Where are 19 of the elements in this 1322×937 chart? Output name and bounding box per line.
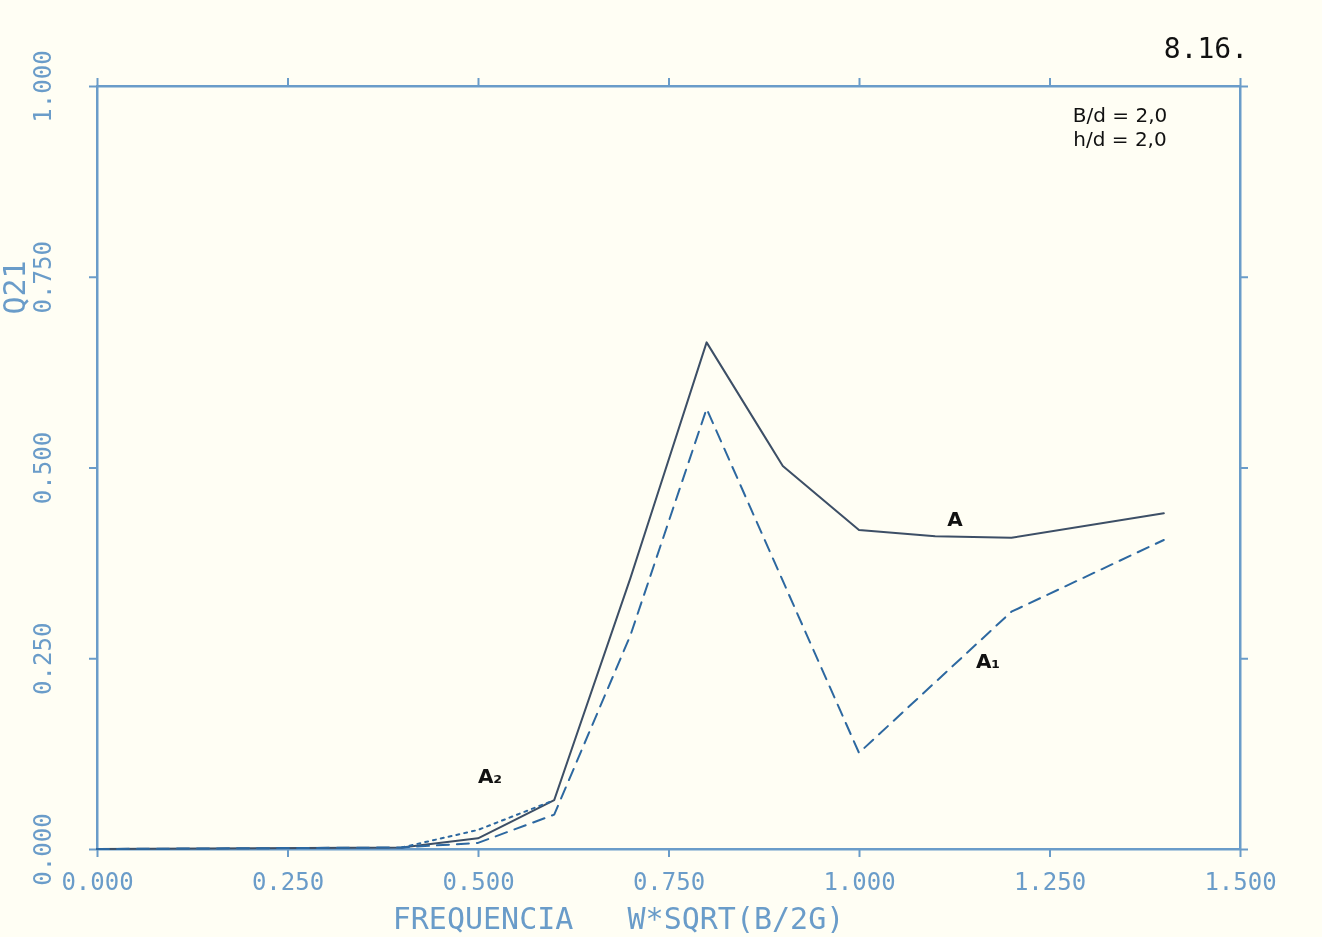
y-axis-title: Q21 bbox=[0, 260, 32, 315]
x-tick-label: 0.750 bbox=[632, 868, 706, 897]
x-tick-label: 0.000 bbox=[61, 868, 134, 897]
y-tick-label: 1.000 bbox=[29, 50, 57, 123]
x-tick-label: 1.250 bbox=[1013, 868, 1087, 897]
y-tick-label: 0.750 bbox=[29, 241, 57, 314]
annotation: B/d = 2,0 bbox=[1072, 103, 1168, 127]
annotation: h/d = 2,0 bbox=[1073, 127, 1167, 151]
x-tick-label: 0.500 bbox=[442, 868, 515, 897]
y-tick-label: 0.500 bbox=[29, 431, 57, 505]
chart-title: 8.16. bbox=[1163, 32, 1248, 65]
x-tick-label: 1.500 bbox=[1204, 868, 1277, 897]
y-tick-label: 0.250 bbox=[29, 622, 57, 695]
series-label: A₁ bbox=[975, 649, 1001, 673]
x-tick-label: 0.250 bbox=[251, 868, 325, 897]
x-axis-title: FREQUENCIA W*SQRT(B/2G) bbox=[392, 901, 845, 936]
series-label: A bbox=[947, 507, 964, 531]
x-tick-label: 1.000 bbox=[823, 868, 896, 897]
series-label: A₂ bbox=[477, 764, 503, 788]
